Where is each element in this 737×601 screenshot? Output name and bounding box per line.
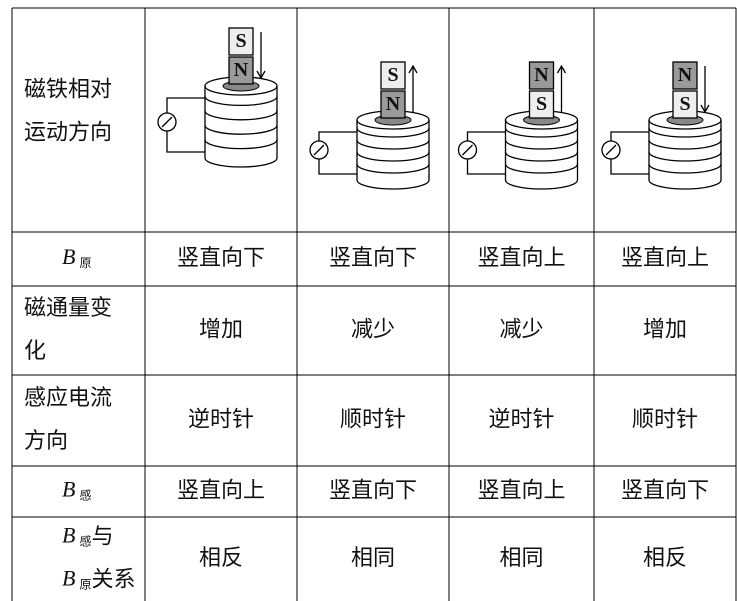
cell-text: 顺时针 — [340, 408, 406, 433]
cell-text: 逆时针 — [488, 408, 554, 433]
label-text: 与 — [91, 525, 113, 550]
cell-text: 竖直向下 — [621, 479, 709, 504]
cell-text: 竖直向下 — [177, 246, 265, 271]
cell-text: 顺时针 — [632, 408, 698, 433]
winding — [648, 163, 722, 174]
cell-text: 竖直向下 — [329, 246, 417, 271]
coil-body — [504, 120, 579, 190]
subscript: 感 — [79, 533, 91, 548]
coil-diagram: SN — [309, 61, 430, 190]
magnet-pole — [528, 61, 555, 90]
winding — [204, 139, 278, 150]
cell-text: 增加 — [199, 318, 243, 343]
wire — [610, 131, 649, 175]
arrow-head — [700, 104, 710, 114]
arrow-head — [256, 70, 266, 80]
coil-diagram: NS — [601, 61, 722, 190]
needle — [605, 144, 617, 156]
winding — [648, 139, 722, 150]
magnet-label: S — [679, 93, 690, 115]
row-label: B 感与 — [62, 523, 113, 550]
cell-text: 减少 — [351, 318, 395, 343]
magnet-label: S — [387, 64, 398, 86]
cell-text: 相同 — [499, 546, 543, 571]
winding — [204, 110, 278, 121]
coil-body — [356, 120, 430, 190]
magnet-pole — [672, 61, 698, 90]
winding — [648, 127, 722, 138]
winding — [648, 151, 722, 162]
magnet-label: N — [678, 64, 693, 86]
winding — [356, 139, 430, 150]
magnet-label: N — [234, 59, 249, 81]
coil-body — [648, 120, 722, 190]
subscript: 感 — [79, 487, 91, 502]
arrow-head — [408, 64, 418, 74]
cell-text: 竖直向上 — [477, 479, 565, 504]
cell-text: 相同 — [351, 546, 395, 571]
label-text: 关系 — [91, 568, 135, 593]
symbol: B — [62, 566, 75, 591]
winding — [504, 163, 579, 174]
magnet-pole — [672, 90, 698, 119]
coil-diagram: SN — [157, 27, 278, 168]
symbol: B — [62, 244, 75, 269]
row-label: 化 — [24, 339, 46, 364]
row-label: 方向 — [24, 429, 68, 454]
winding — [504, 139, 579, 150]
row-label: 运动方向 — [24, 121, 112, 146]
needle — [462, 144, 473, 156]
needle — [161, 116, 173, 128]
cell-text: 增加 — [643, 318, 687, 343]
cell-text: 竖直向上 — [477, 246, 565, 271]
magnet-label: S — [536, 93, 547, 115]
winding — [356, 163, 430, 174]
row-label: 磁铁相对 — [24, 78, 112, 103]
cell-text: 相反 — [643, 546, 687, 571]
cell-text: 逆时针 — [188, 408, 254, 433]
winding — [504, 127, 579, 138]
magnet-label: N — [386, 93, 401, 115]
magnet-pole — [228, 27, 254, 56]
wire — [166, 97, 205, 153]
coil-diagram: NS — [457, 61, 579, 190]
row-label: 感应电流 — [24, 386, 112, 411]
row-label: B 原关系 — [62, 566, 135, 593]
magnet-pole — [528, 90, 555, 119]
winding — [356, 127, 430, 138]
magnet-pole — [380, 61, 406, 90]
cell-text: 减少 — [499, 318, 543, 343]
magnet-label: N — [534, 64, 549, 86]
subscript: 原 — [79, 577, 91, 591]
cell-text: 竖直向上 — [621, 246, 709, 271]
cell-text: 相反 — [199, 546, 243, 571]
symbol: B — [62, 523, 75, 548]
magnet-pole — [380, 90, 406, 119]
winding — [204, 96, 278, 107]
symbol: B — [62, 477, 75, 502]
coil-body — [204, 86, 278, 168]
magnet-pole — [228, 56, 254, 85]
wire — [318, 131, 357, 175]
winding — [504, 151, 579, 162]
wire — [466, 131, 506, 175]
magnet-label: S — [235, 30, 246, 52]
cell-text: 竖直向下 — [329, 479, 417, 504]
subscript: 原 — [79, 256, 91, 270]
row-label: 磁通量变 — [24, 296, 112, 321]
winding — [204, 125, 278, 135]
winding — [356, 151, 430, 162]
needle — [313, 144, 325, 156]
cell-text: 竖直向上 — [177, 479, 265, 504]
arrow-head — [556, 64, 567, 74]
